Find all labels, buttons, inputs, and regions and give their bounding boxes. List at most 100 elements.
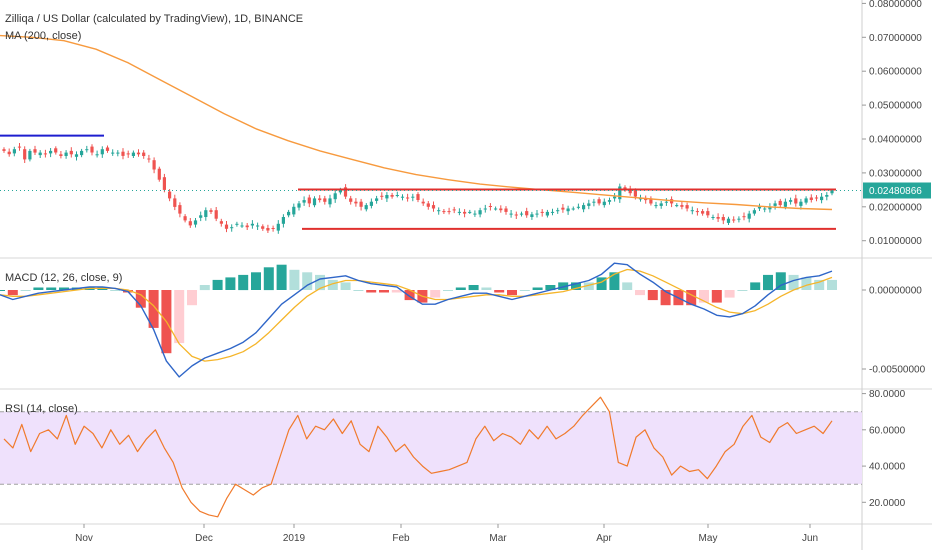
- candle-body: [85, 149, 89, 151]
- time-tick-label: Feb: [392, 533, 410, 544]
- time-tick-label: May: [699, 533, 718, 544]
- macd-histogram-bar: [430, 290, 441, 298]
- chart-title: Zilliqa / US Dollar (calculated by Tradi…: [5, 13, 304, 25]
- macd-histogram-bar: [199, 285, 210, 291]
- macd-histogram-bar: [353, 290, 364, 291]
- candle-body: [23, 149, 27, 160]
- candle-body: [566, 208, 570, 212]
- macd-histogram-bar: [775, 272, 786, 290]
- macd-histogram-bar: [225, 277, 236, 290]
- candle-body: [421, 201, 425, 204]
- macd-histogram-bar: [827, 279, 837, 290]
- macd-histogram-bar: [571, 282, 581, 290]
- candle-body: [28, 150, 32, 160]
- candle-body: [633, 190, 637, 197]
- macd-histogram-bar: [660, 290, 671, 306]
- candle-body: [385, 195, 389, 199]
- candle-body: [794, 198, 798, 204]
- candle-body: [514, 214, 518, 216]
- macd-histogram-bar: [596, 277, 607, 290]
- candle-body: [121, 151, 125, 156]
- macd-histogram-bar: [340, 282, 351, 290]
- time-tick-label: Apr: [596, 533, 612, 544]
- candle-body: [178, 205, 182, 214]
- rsi-line: [3, 396, 833, 518]
- rsi-indicator-label[interactable]: RSI (14, close): [5, 403, 78, 415]
- candle-body: [726, 218, 731, 223]
- price-tick-label: 0.04000000: [869, 135, 922, 146]
- candle-body: [638, 198, 643, 200]
- macd-tick-label: -0.00500000: [869, 365, 926, 376]
- candle-body: [499, 208, 503, 211]
- candle-body: [250, 223, 254, 226]
- candle-body: [302, 200, 306, 203]
- candle-body: [468, 211, 472, 213]
- candle-body: [618, 186, 622, 200]
- candle-body: [706, 211, 710, 216]
- candle-body: [359, 201, 363, 207]
- candle-body: [80, 150, 84, 156]
- candle-body: [245, 225, 249, 228]
- candle-body: [224, 224, 229, 229]
- macd-histogram-bar: [737, 290, 748, 291]
- candle-body: [111, 152, 115, 154]
- macd-histogram-bar: [251, 272, 261, 290]
- macd-indicator-label[interactable]: MACD (12, 26, close, 9): [5, 272, 123, 284]
- macd-histogram-bar: [443, 290, 453, 291]
- price-tick-label: 0.05000000: [869, 101, 922, 112]
- last-price-value: 0.02480866: [869, 186, 922, 197]
- candle-body: [43, 153, 47, 155]
- macd-histogram-bar: [711, 290, 722, 303]
- macd-histogram-bar: [455, 287, 466, 290]
- time-tick-label: Mar: [489, 533, 507, 544]
- candle-body: [690, 210, 694, 212]
- candle-body: [204, 210, 208, 217]
- candle-body: [587, 203, 591, 206]
- candle-body: [219, 221, 223, 224]
- candle-body: [809, 197, 813, 200]
- candle-body: [799, 201, 803, 206]
- candle-body: [732, 219, 736, 221]
- candle-body: [271, 228, 275, 229]
- candle-body: [752, 210, 756, 214]
- candle-body: [504, 208, 508, 212]
- candle-body: [519, 213, 524, 215]
- candle-body: [426, 203, 430, 207]
- candle-body: [2, 149, 6, 151]
- candle-body: [364, 205, 368, 210]
- candle-body: [214, 210, 218, 219]
- candles-group: [2, 143, 834, 234]
- candle-body: [333, 193, 337, 200]
- macd-histogram-bar: [7, 290, 18, 296]
- candle-body: [571, 208, 575, 210]
- candle-body: [162, 177, 166, 190]
- candle-body: [74, 154, 79, 157]
- candle-body: [240, 225, 244, 227]
- macd-histogram-bar: [59, 287, 69, 290]
- ma-indicator-label[interactable]: MA (200, close): [5, 30, 82, 42]
- candle-body: [64, 152, 68, 156]
- candle-body: [545, 211, 549, 216]
- macd-histogram-bar: [494, 290, 505, 293]
- macd-histogram-bar: [609, 272, 620, 290]
- candle-body: [126, 153, 130, 155]
- time-tick-label: Nov: [75, 533, 93, 544]
- candle-body: [12, 149, 16, 154]
- macd-histogram-bar: [33, 287, 44, 290]
- candle-body: [695, 211, 699, 213]
- candle-body: [136, 152, 141, 155]
- candle-body: [54, 148, 58, 153]
- macd-histogram-bar: [315, 274, 325, 291]
- candle-body: [644, 198, 648, 201]
- macd-histogram-bar: [763, 274, 773, 291]
- macd-histogram-bar: [635, 290, 645, 296]
- candle-body: [602, 201, 606, 206]
- macd-histogram-bar: [135, 290, 146, 308]
- candle-body: [452, 209, 456, 211]
- candle-body: [235, 223, 239, 225]
- candle-body: [576, 206, 580, 208]
- ma-200-line: [0, 34, 833, 211]
- macd-histogram-bar: [327, 279, 338, 290]
